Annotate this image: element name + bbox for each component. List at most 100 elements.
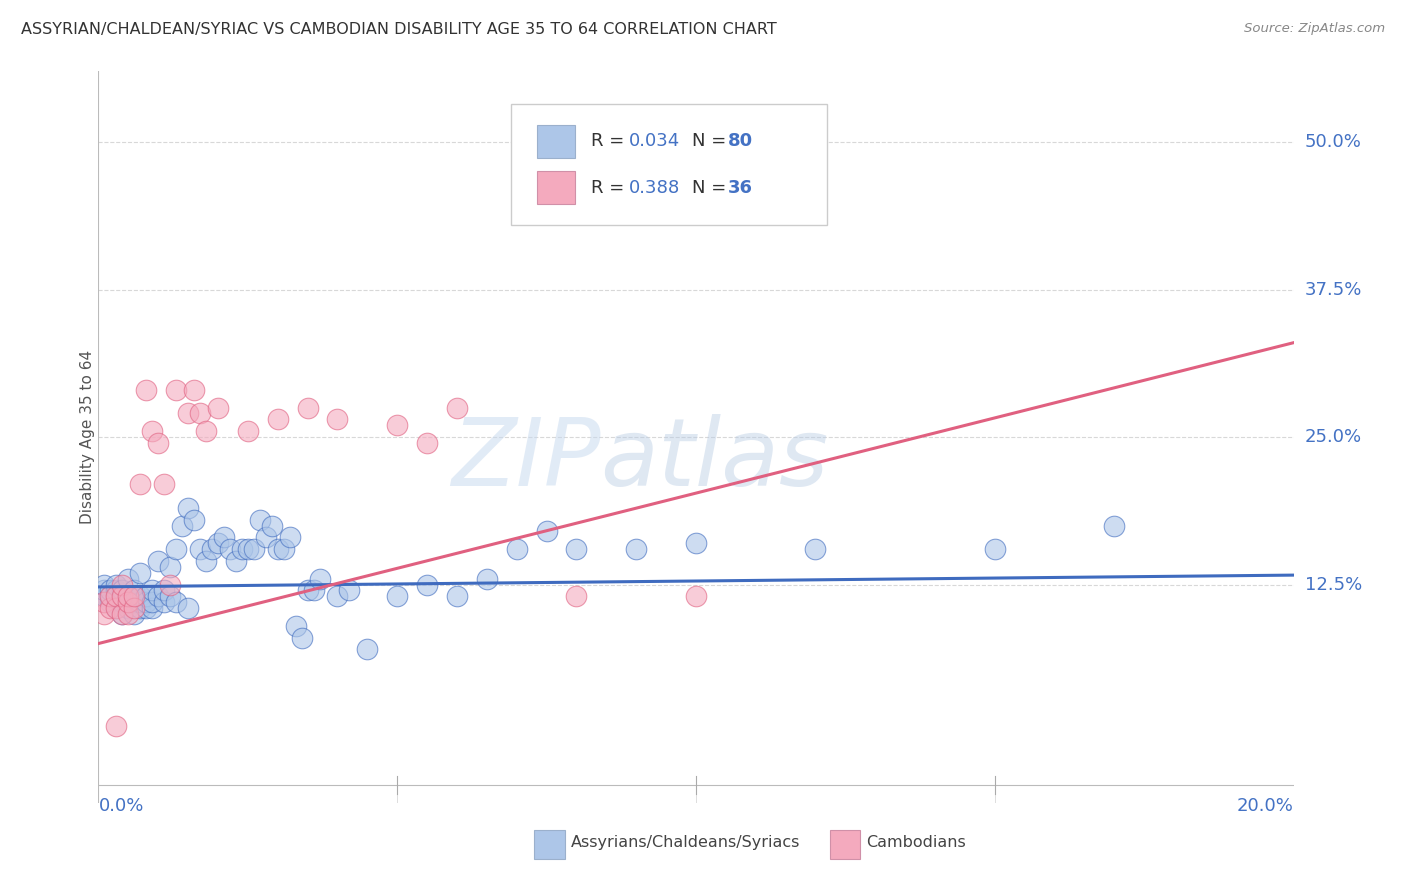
- Point: [804, 542, 827, 557]
- Point: [93, 607, 115, 621]
- Point: [506, 542, 529, 557]
- Point: [267, 542, 290, 557]
- Point: [536, 524, 558, 539]
- Point: [165, 595, 187, 609]
- Point: [124, 595, 146, 609]
- Text: N =: N =: [692, 179, 733, 197]
- Text: Source: ZipAtlas.com: Source: ZipAtlas.com: [1244, 22, 1385, 36]
- Point: [297, 401, 319, 415]
- FancyBboxPatch shape: [537, 125, 575, 158]
- Point: [148, 554, 170, 568]
- Point: [446, 590, 468, 604]
- Text: Assyrians/Chaldeans/Syriacs: Assyrians/Chaldeans/Syriacs: [571, 836, 800, 850]
- Point: [111, 583, 134, 598]
- Point: [183, 383, 205, 397]
- Point: [385, 418, 409, 433]
- Text: N =: N =: [692, 132, 733, 150]
- Point: [284, 619, 307, 633]
- Point: [565, 542, 588, 557]
- Point: [105, 583, 128, 598]
- Text: 37.5%: 37.5%: [1305, 281, 1362, 299]
- Text: ASSYRIAN/CHALDEAN/SYRIAC VS CAMBODIAN DISABILITY AGE 35 TO 64 CORRELATION CHART: ASSYRIAN/CHALDEAN/SYRIAC VS CAMBODIAN DI…: [21, 22, 778, 37]
- Point: [141, 583, 163, 598]
- Point: [236, 542, 259, 557]
- Point: [188, 542, 211, 557]
- Point: [153, 583, 176, 598]
- Point: [111, 607, 134, 621]
- Point: [117, 590, 139, 604]
- Point: [105, 577, 128, 591]
- Point: [416, 436, 439, 450]
- Point: [141, 595, 163, 609]
- Point: [207, 536, 229, 550]
- Point: [93, 583, 115, 598]
- Point: [249, 513, 271, 527]
- Point: [124, 590, 146, 604]
- Point: [273, 542, 295, 557]
- Point: [278, 530, 301, 544]
- Point: [626, 542, 648, 557]
- Point: [243, 542, 266, 557]
- Point: [129, 595, 152, 609]
- Point: [159, 590, 181, 604]
- Point: [141, 601, 163, 615]
- Point: [356, 642, 378, 657]
- Point: [165, 542, 187, 557]
- Point: [124, 583, 146, 598]
- Point: [416, 577, 439, 591]
- Point: [111, 595, 134, 609]
- Point: [153, 477, 176, 491]
- Point: [260, 518, 283, 533]
- Point: [117, 595, 139, 609]
- Point: [1104, 518, 1126, 533]
- Point: [105, 590, 128, 604]
- Point: [308, 572, 330, 586]
- Point: [111, 577, 134, 591]
- Point: [188, 407, 211, 421]
- Text: 12.5%: 12.5%: [1305, 575, 1362, 593]
- Text: Cambodians: Cambodians: [866, 836, 966, 850]
- Point: [339, 583, 361, 598]
- Point: [177, 500, 200, 515]
- Point: [565, 590, 588, 604]
- Text: 20.0%: 20.0%: [1237, 797, 1294, 815]
- Point: [93, 590, 115, 604]
- Text: 0.388: 0.388: [628, 179, 681, 197]
- Point: [267, 412, 290, 426]
- Point: [98, 590, 122, 604]
- Point: [148, 436, 170, 450]
- Point: [129, 477, 152, 491]
- Point: [135, 383, 157, 397]
- Text: 36: 36: [728, 179, 754, 197]
- Text: R =: R =: [591, 179, 630, 197]
- Point: [183, 513, 205, 527]
- Point: [225, 554, 247, 568]
- Point: [93, 577, 115, 591]
- Point: [105, 590, 128, 604]
- Point: [326, 590, 349, 604]
- Point: [111, 590, 134, 604]
- Point: [117, 595, 139, 609]
- Point: [195, 554, 218, 568]
- Point: [117, 590, 139, 604]
- FancyBboxPatch shape: [510, 104, 827, 225]
- Text: R =: R =: [591, 132, 630, 150]
- Y-axis label: Disability Age 35 to 64: Disability Age 35 to 64: [80, 350, 94, 524]
- Point: [172, 518, 194, 533]
- Point: [984, 542, 1007, 557]
- Point: [124, 607, 146, 621]
- Point: [159, 577, 181, 591]
- Point: [135, 595, 157, 609]
- Point: [159, 559, 181, 574]
- Point: [98, 595, 122, 609]
- Point: [124, 590, 146, 604]
- Point: [129, 590, 152, 604]
- Text: 25.0%: 25.0%: [1305, 428, 1362, 446]
- Point: [129, 566, 152, 580]
- Point: [236, 424, 259, 438]
- Point: [129, 601, 152, 615]
- Point: [117, 572, 139, 586]
- FancyBboxPatch shape: [537, 171, 575, 204]
- Point: [93, 595, 115, 609]
- Point: [98, 590, 122, 604]
